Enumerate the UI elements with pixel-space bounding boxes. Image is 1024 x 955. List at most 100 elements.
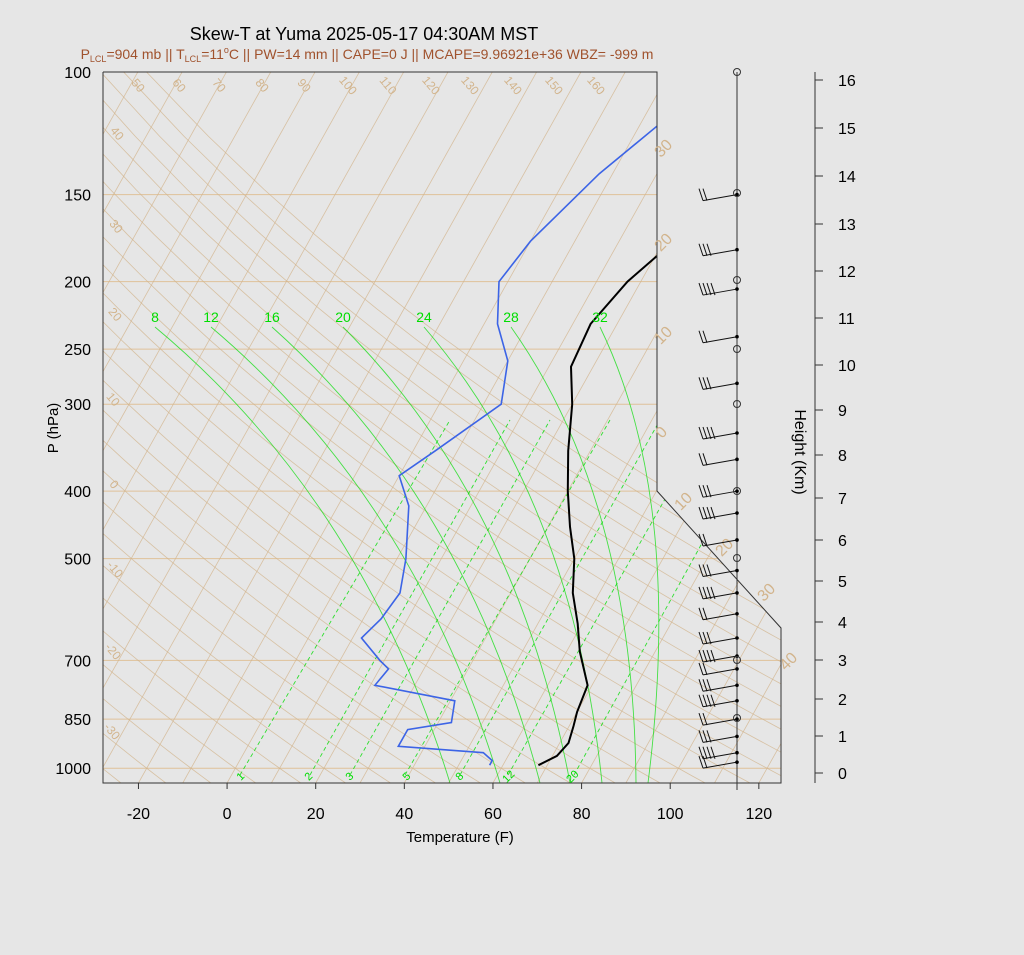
wind-barb-feather — [703, 730, 707, 742]
dry-adiabat-line — [0, 72, 570, 783]
wind-barb — [703, 736, 737, 742]
wind-barb-feather — [699, 377, 703, 389]
wind-barb-dot — [735, 248, 739, 252]
moist-adiabat-label: 8 — [151, 309, 159, 325]
wind-barb-feather — [699, 507, 703, 519]
height-tick-label: 8 — [838, 448, 847, 465]
wind-barb-feather — [707, 747, 711, 759]
isotherm-line — [449, 0, 965, 783]
dry-adiabat-label: 80 — [252, 76, 272, 95]
wind-barb-dot — [735, 382, 739, 386]
wind-barb-feather — [699, 244, 703, 256]
pressure-tick-label: 250 — [64, 342, 91, 359]
height-tick-label: 11 — [838, 311, 855, 328]
wind-barb-feather — [703, 244, 707, 256]
wind-barb-dot — [735, 591, 739, 595]
wind-barb-feather — [699, 663, 703, 675]
dry-adiabat-label: 130 — [458, 73, 482, 98]
height-tick-label: 3 — [838, 653, 847, 670]
height-axis-label: Height (Km) — [791, 409, 808, 494]
isotherm-line — [50, 0, 566, 783]
wind-barbs — [699, 69, 741, 791]
wind-barb — [703, 638, 737, 644]
isotherm-line — [803, 0, 1024, 783]
mixing-ratio-line — [350, 420, 550, 775]
height-tick-label: 4 — [838, 615, 847, 632]
dry-adiabat-label: 60 — [169, 76, 189, 95]
pressure-tick-label: 200 — [64, 275, 91, 292]
wind-barb-dot — [735, 335, 739, 339]
pressure-tick-label: 500 — [64, 552, 91, 569]
pressure-tick-label: 150 — [64, 188, 91, 205]
isotherm-line — [360, 0, 876, 783]
wind-barb — [703, 195, 737, 201]
wind-barb-dot — [735, 735, 739, 739]
dry-adiabat-label: 160 — [584, 73, 608, 98]
mixing-ratio-label: 2 — [302, 770, 315, 783]
height-tick-label: 5 — [838, 574, 847, 591]
wind-barb — [703, 719, 737, 725]
height-tick-label: 2 — [838, 692, 847, 709]
pressure-tick-label: 850 — [64, 712, 91, 729]
isotherm-line — [626, 0, 1024, 783]
wind-barb-feather — [703, 485, 707, 497]
wind-barb-dot — [735, 538, 739, 542]
wind-barb — [703, 701, 737, 707]
wind-barb-feather — [699, 679, 703, 691]
pressure-tick-label: 1000 — [55, 761, 91, 778]
dry-adiabat-label: 70 — [209, 76, 229, 95]
wind-barb-feather — [699, 453, 703, 465]
dry-adiabat-line — [0, 72, 525, 783]
wind-barb-feather — [703, 695, 707, 707]
isotherm-label: 20 — [652, 230, 677, 255]
wind-barb-dot — [735, 569, 739, 573]
isotherm-line — [316, 0, 832, 783]
wind-barb-feather — [707, 427, 711, 439]
wind-barb-feather — [703, 427, 707, 439]
isotherm-line — [271, 0, 787, 783]
wind-barb-feather — [707, 587, 711, 599]
wind-barb — [703, 685, 737, 691]
chart-title: Skew-T at Yuma 2025-05-17 04:30AM MST — [190, 24, 539, 44]
wind-barb — [703, 593, 737, 599]
isotherm-label: 30 — [755, 580, 780, 605]
dry-adiabat-line — [0, 72, 480, 783]
wind-barb — [703, 337, 737, 343]
mixing-ratio-label: 3 — [343, 770, 356, 783]
wind-barb-dot — [735, 760, 739, 764]
wind-barb-feather — [707, 485, 711, 497]
moist-adiabat-label: 12 — [203, 309, 219, 325]
x-tick-label: 80 — [573, 806, 591, 823]
mixing-ratio-line — [574, 420, 770, 775]
wind-barb — [703, 383, 737, 389]
wind-barb-feather — [707, 632, 711, 644]
wind-barb-feather — [707, 565, 711, 577]
dry-adiabat-label: 20 — [105, 305, 125, 324]
x-tick-label: 100 — [657, 806, 684, 823]
wind-barb-feather — [707, 244, 711, 256]
wind-barb — [703, 289, 737, 295]
isotherm-label: 30 — [652, 136, 677, 161]
height-tick-label: 0 — [838, 766, 847, 783]
wind-barb-dot — [735, 612, 739, 616]
height-tick-label: 9 — [838, 403, 847, 420]
wind-barb-dot — [735, 458, 739, 462]
height-tick-label: 15 — [838, 121, 856, 138]
moist-adiabat-label: 24 — [416, 309, 432, 325]
isotherm-line — [582, 0, 1024, 783]
wind-barb — [703, 491, 737, 497]
wind-barb-feather — [699, 587, 703, 599]
dry-adiabat-label: 10 — [103, 390, 123, 409]
wind-barb-feather — [703, 283, 707, 295]
plot-area — [0, 0, 1024, 783]
wind-barb — [703, 250, 737, 256]
isotherm-line — [759, 0, 1024, 783]
pressure-tick-label: 400 — [64, 484, 91, 501]
dry-adiabat-line — [32, 72, 1020, 783]
height-tick-label: 7 — [838, 491, 847, 508]
wind-barb-feather — [703, 377, 707, 389]
wind-barb-dot — [735, 287, 739, 291]
x-tick-label: 120 — [745, 806, 772, 823]
